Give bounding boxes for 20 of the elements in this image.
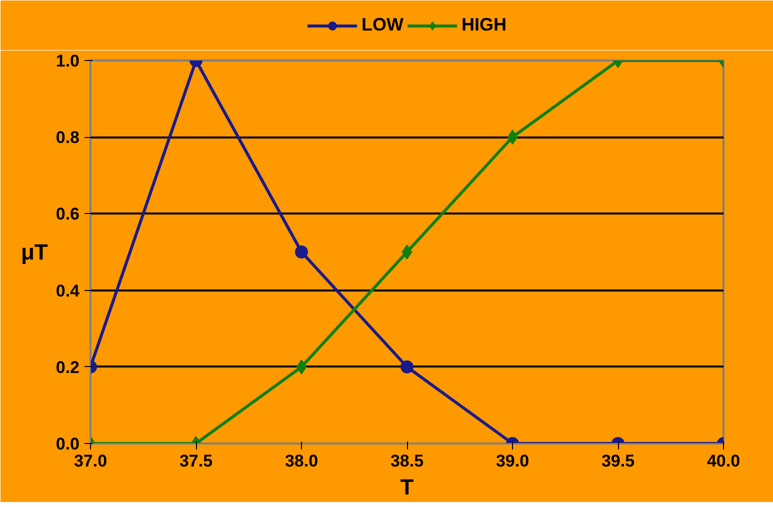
point <box>295 246 308 258</box>
y-tick-label: 0.8 <box>56 128 80 148</box>
x-tick-label: 37.5 <box>179 452 213 470</box>
x-tick-label: 38.5 <box>390 452 424 470</box>
point <box>402 244 412 260</box>
legend-label: HIGH <box>462 14 506 36</box>
y-tick-label: 0.0 <box>56 434 80 454</box>
legend-label: LOW <box>362 14 404 36</box>
x-tick-label: 40.0 <box>706 452 740 470</box>
y-axis-title: μT <box>20 240 48 264</box>
x-tick-label: 39.5 <box>601 452 635 470</box>
x-tick-label: 38.0 <box>284 452 318 470</box>
y-tick-label: 0.4 <box>56 281 80 300</box>
y-tick-label: 0.6 <box>56 204 80 224</box>
x-tick-label: 39.0 <box>496 452 530 470</box>
y-tick-label: 0.2 <box>56 358 80 377</box>
x-axis-title: T <box>400 474 414 500</box>
line-series <box>90 60 724 444</box>
x-tick-label: 37.0 <box>74 452 108 470</box>
y-tick-label: 1.0 <box>56 52 80 70</box>
